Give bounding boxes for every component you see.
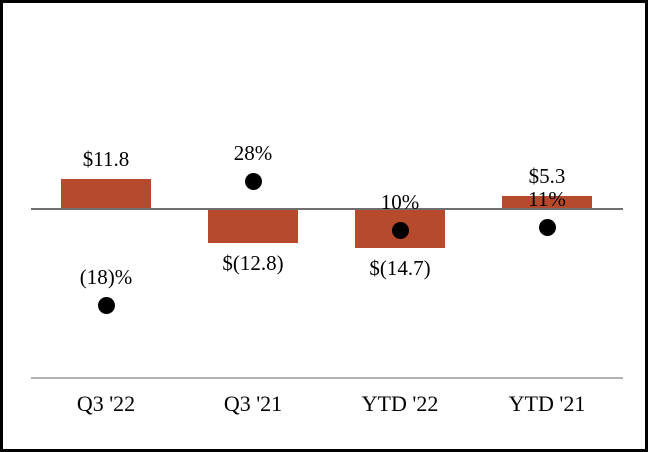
category-axis-line [31,377,623,379]
bar-value-label: $(14.7) [369,256,431,281]
bar-value-label: $(12.8) [222,251,284,276]
bar-ytd-21 [502,196,592,210]
percent-dot-ytd-22 [391,221,409,239]
bar-value-label: $5.3 [528,164,566,189]
bar-value-label: $11.8 [82,147,130,172]
category-label-q3-21: Q3 '21 [223,391,283,416]
zero-axis-line [31,208,623,210]
percent-dot-q3-22 [97,297,115,315]
category-label-ytd-21: YTD '21 [508,391,586,416]
percent-value-label: 28% [233,140,273,165]
percent-dot-q3-21 [244,172,262,190]
percent-value-label: 11% [528,186,566,211]
percent-value-label: (18)% [79,265,133,290]
category-label-q3-22: Q3 '22 [76,391,136,416]
category-label-ytd-22: YTD '22 [361,391,439,416]
bar-q3-22 [61,179,151,210]
percent-value-label: 10% [380,189,420,214]
percent-dot-ytd-21 [538,218,556,236]
bar-q3-21 [208,210,298,244]
